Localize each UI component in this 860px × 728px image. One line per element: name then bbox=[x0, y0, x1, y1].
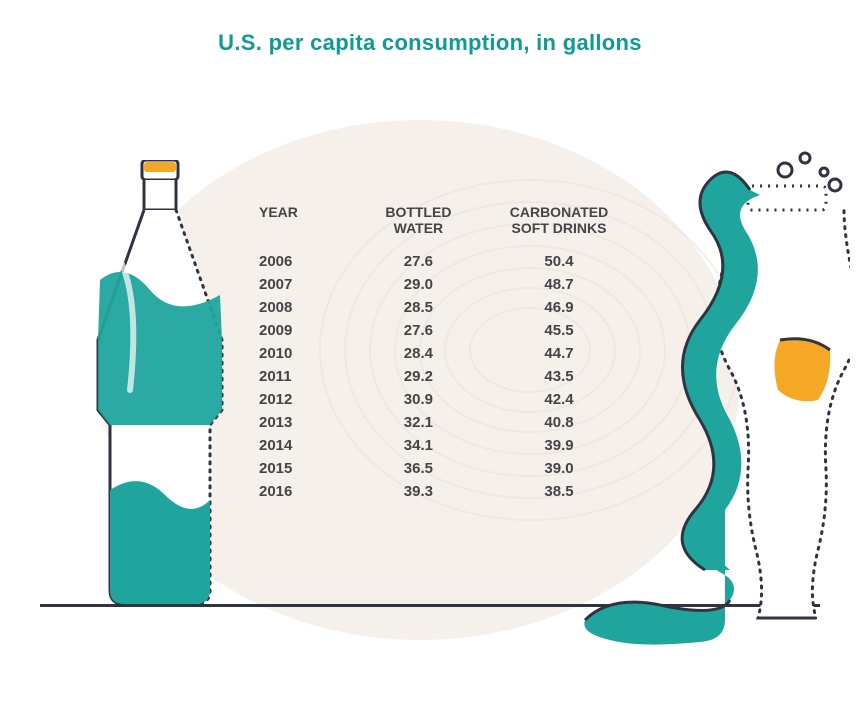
table-cell: 2011 bbox=[255, 365, 354, 388]
table-col-header: BOTTLED WATER bbox=[354, 200, 483, 250]
table-row: 201434.139.9 bbox=[255, 434, 635, 457]
table-row: 201230.942.4 bbox=[255, 388, 635, 411]
table-cell: 2016 bbox=[255, 480, 354, 503]
table-cell: 50.4 bbox=[483, 250, 635, 273]
table-cell: 34.1 bbox=[354, 434, 483, 457]
table-cell: 28.5 bbox=[354, 296, 483, 319]
table-cell: 27.6 bbox=[354, 319, 483, 342]
table-cell: 32.1 bbox=[354, 411, 483, 434]
ground-line bbox=[40, 604, 820, 607]
table-cell: 2007 bbox=[255, 273, 354, 296]
table-cell: 2006 bbox=[255, 250, 354, 273]
table-row: 201639.338.5 bbox=[255, 480, 635, 503]
table-cell: 27.6 bbox=[354, 250, 483, 273]
table-row: 200828.546.9 bbox=[255, 296, 635, 319]
table-row: 200927.645.5 bbox=[255, 319, 635, 342]
table-col-header: YEAR bbox=[255, 200, 354, 250]
table-cell: 44.7 bbox=[483, 342, 635, 365]
table-cell: 2008 bbox=[255, 296, 354, 319]
table-row: 200729.048.7 bbox=[255, 273, 635, 296]
table-cell: 46.9 bbox=[483, 296, 635, 319]
table-cell: 39.3 bbox=[354, 480, 483, 503]
water-bottle-illustration bbox=[70, 160, 250, 608]
table-cell: 2014 bbox=[255, 434, 354, 457]
table-cell: 38.5 bbox=[483, 480, 635, 503]
table-cell: 48.7 bbox=[483, 273, 635, 296]
table-row: 201129.243.5 bbox=[255, 365, 635, 388]
table-cell: 43.5 bbox=[483, 365, 635, 388]
table-cell: 29.2 bbox=[354, 365, 483, 388]
table-header-row: YEARBOTTLED WATERCARBONATED SOFT DRINKS bbox=[255, 200, 635, 250]
chart-title: U.S. per capita consumption, in gallons bbox=[0, 30, 860, 56]
table-cell: 39.0 bbox=[483, 457, 635, 480]
table-cell: 30.9 bbox=[354, 388, 483, 411]
table-cell: 36.5 bbox=[354, 457, 483, 480]
table-cell: 28.4 bbox=[354, 342, 483, 365]
table-cell: 2015 bbox=[255, 457, 354, 480]
table-row: 201536.539.0 bbox=[255, 457, 635, 480]
table-col-header: CARBONATED SOFT DRINKS bbox=[483, 200, 635, 250]
table-cell: 45.5 bbox=[483, 319, 635, 342]
table-cell: 40.8 bbox=[483, 411, 635, 434]
table-row: 200627.650.4 bbox=[255, 250, 635, 273]
table-cell: 2010 bbox=[255, 342, 354, 365]
table-cell: 39.9 bbox=[483, 434, 635, 457]
table-row: 201028.444.7 bbox=[255, 342, 635, 365]
consumption-table: YEARBOTTLED WATERCARBONATED SOFT DRINKS … bbox=[255, 200, 635, 503]
table-row: 201332.140.8 bbox=[255, 411, 635, 434]
table-cell: 29.0 bbox=[354, 273, 483, 296]
table-cell: 42.4 bbox=[483, 388, 635, 411]
table-cell: 2009 bbox=[255, 319, 354, 342]
table-cell: 2012 bbox=[255, 388, 354, 411]
table-cell: 2013 bbox=[255, 411, 354, 434]
